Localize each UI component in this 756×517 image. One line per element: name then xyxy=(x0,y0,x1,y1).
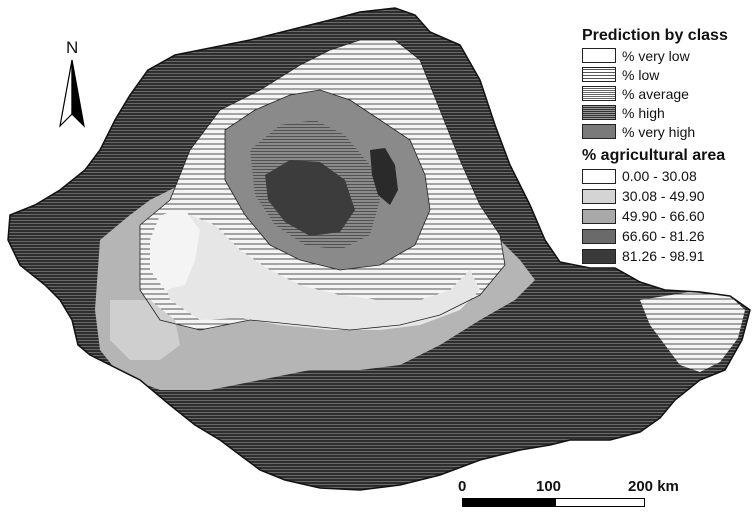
legend-label: 66.60 - 81.26 xyxy=(622,228,705,244)
north-label: N xyxy=(66,38,79,57)
scale-segment-dark xyxy=(462,498,555,507)
legend-label: % very low xyxy=(622,47,690,64)
scale-bar: 0 100 200 km xyxy=(458,478,680,512)
very-low-prediction-zone xyxy=(158,215,480,330)
legend-item-high: % high xyxy=(582,103,756,122)
swatch-area-class-2 xyxy=(582,188,616,204)
legend-area-item: 66.60 - 81.26 xyxy=(582,226,756,246)
swatch-very-high xyxy=(582,124,616,139)
swatch-area-class-5 xyxy=(582,248,616,264)
legend-area-item: 81.26 - 98.91 xyxy=(582,246,756,266)
prediction-zone-outline xyxy=(139,39,506,331)
legend-area-item: 0.00 - 30.08 xyxy=(582,166,756,186)
swatch-low xyxy=(582,67,616,82)
legend-label: % average xyxy=(622,85,689,102)
legend-area-item: 30.08 - 49.90 xyxy=(582,186,756,206)
southwest-light-patch xyxy=(110,300,180,360)
scale-tick-label: 100 xyxy=(536,478,562,495)
legend-item-very-high: % very high xyxy=(582,122,756,141)
swatch-area-class-4 xyxy=(582,228,616,244)
legend-area-title: % agricultural area xyxy=(582,147,726,164)
north-arrow-icon xyxy=(59,59,85,128)
northeast-dark-patch xyxy=(370,148,398,205)
legend-label: 30.08 - 49.90 xyxy=(622,188,705,204)
western-light-patch xyxy=(150,210,200,290)
swatch-average xyxy=(582,86,616,101)
legend-label: % very high xyxy=(622,123,696,140)
north-arrow: N xyxy=(52,38,92,134)
legend-label: % low xyxy=(622,66,660,83)
swatch-area-class-3 xyxy=(582,208,616,224)
central-core-region xyxy=(265,160,355,236)
legend-area-item: 49.90 - 66.60 xyxy=(582,206,756,226)
legend-label: % high xyxy=(622,104,665,121)
legend-prediction-title: Prediction by class xyxy=(582,27,728,44)
legend-item-low: % low xyxy=(582,65,756,84)
legend-label: 81.26 - 98.91 xyxy=(622,248,705,264)
swatch-area-class-1 xyxy=(582,168,616,184)
swatch-high xyxy=(582,105,616,120)
legend-item-average: % average xyxy=(582,84,756,103)
delta-low-zone xyxy=(640,292,745,372)
scale-segment-light xyxy=(555,498,645,507)
country-border xyxy=(7,7,751,491)
scale-tick-label: 200 km xyxy=(628,478,679,495)
swatch-very-low xyxy=(582,48,616,63)
legend-label: 49.90 - 66.60 xyxy=(622,208,705,224)
legend-item-very-low: % very low xyxy=(582,46,756,65)
legend: Prediction by class % very low % low % a… xyxy=(582,26,756,266)
scale-tick-label: 0 xyxy=(458,478,467,495)
legend-label: 0.00 - 30.08 xyxy=(622,168,697,184)
central-zone-outline xyxy=(224,89,431,271)
